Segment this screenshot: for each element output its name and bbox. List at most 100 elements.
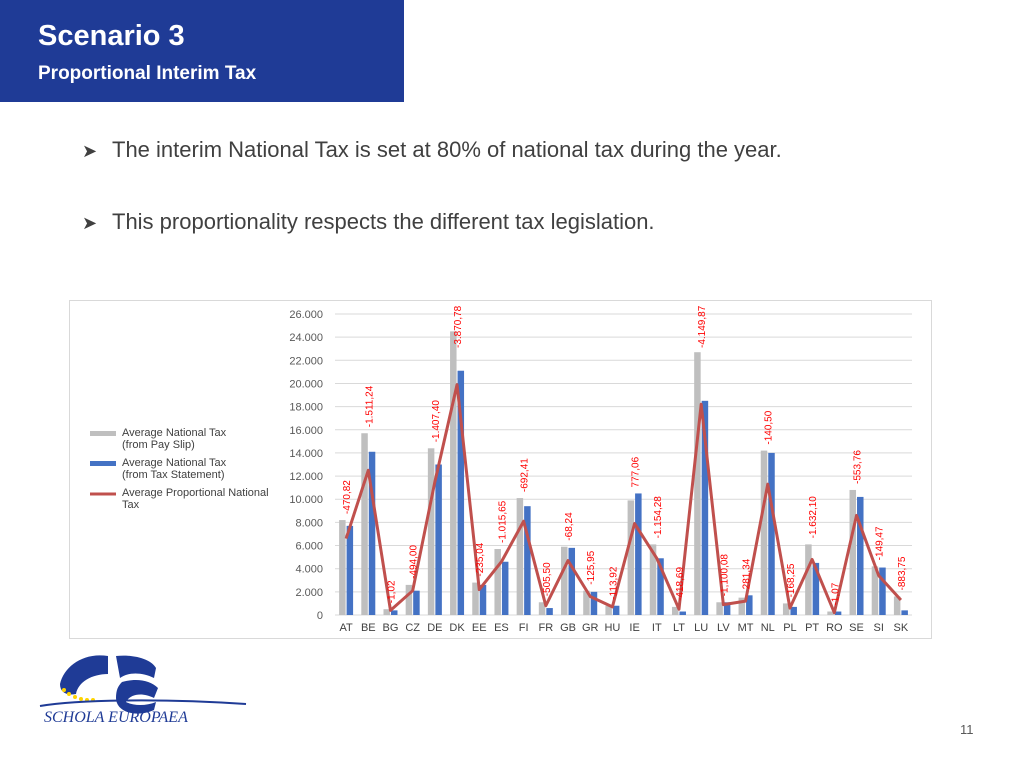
data-label: -1,07 [830,582,841,605]
bar-pay-slip [805,544,812,615]
bar-pay-slip [516,498,524,615]
bar-tax-statement [812,562,820,615]
bar-tax-statement [346,525,354,615]
bar-pay-slip [583,590,590,615]
y-tick-label: 16.000 [289,425,323,437]
data-label: -692,41 [520,458,531,492]
x-tick-label: GB [560,622,576,634]
x-tick-label: LV [717,622,730,634]
bar-pay-slip [671,606,679,615]
bar-tax-statement [524,506,531,615]
bar-tax-statement [768,452,775,615]
x-tick-label: IT [652,622,662,634]
x-tick-label: FR [538,622,553,634]
x-tick-label: SE [849,622,864,634]
x-tick-label: PL [783,622,796,634]
x-tick-label: EE [472,622,487,634]
data-label: -470,82 [342,480,353,514]
bar-tax-statement [413,590,420,615]
x-tick-label: CZ [405,622,420,634]
data-label: -68,24 [564,512,575,541]
data-label: -235,04 [475,542,486,576]
bar-pay-slip [361,433,368,615]
x-tick-label: ES [494,622,509,634]
schola-europaea-logo: SCHOLA EUROPAEA [39,655,247,726]
bar-tax-statement [457,370,465,615]
bar-pay-slip [450,331,457,615]
data-label: -494,00 [409,545,420,579]
x-tick-label: HU [604,622,620,634]
bar-tax-statement [790,606,797,615]
bar-tax-statement [590,591,598,615]
x-tick-label: AT [339,622,353,634]
bullet-item: ➤ This proportionality respects the diffe… [82,209,655,235]
arrow-bullet-icon: ➤ [82,141,98,161]
x-tick-label: GR [582,622,599,634]
bar-tax-statement [879,567,886,615]
y-tick-label: 6.000 [295,541,323,553]
x-tick-label: MT [738,622,754,634]
data-label: -4.149,87 [697,305,708,348]
legend-swatch [90,431,116,436]
data-label: -140,50 [764,410,775,444]
data-label: -168,25 [786,563,797,597]
y-tick-label: 20.000 [289,378,323,390]
x-tick-label: DE [427,622,442,634]
y-tick-label: 18.000 [289,402,323,414]
data-label: -418,69 [675,567,686,601]
bar-pay-slip [494,549,501,615]
bar-tax-statement [612,605,620,615]
bar-pay-slip [849,489,857,615]
bar-tax-statement [635,493,642,615]
legend-label: Average National Tax (from Pay Slip) [122,427,227,451]
line-proportional-tax [344,383,903,615]
x-tick-label: FI [519,622,529,634]
x-tick-label: NL [761,622,775,634]
bar-tax-statement [435,464,442,615]
bar-pay-slip [716,602,723,615]
data-label: -1,100,08 [719,554,730,597]
bar-pay-slip [427,448,435,615]
slide-title: Scenario 3 [38,20,185,52]
slide-header: Scenario 3 Proportional Interim Tax [0,0,404,102]
data-label: -883,75 [897,556,908,590]
bar-tax-statement [679,611,686,615]
bar-pay-slip [827,611,834,615]
bar-tax-statement [834,611,842,615]
legend-label: Average National Tax (from Tax Statement) [122,457,227,481]
bullet-item: ➤ The interim National Tax is set at 80% … [82,137,782,163]
bar-tax-statement [501,561,509,615]
legend-label: Average Proportional National Tax [122,487,269,511]
bar-pay-slip [694,352,701,615]
data-label: 281,34 [742,558,753,589]
bar-pay-slip [538,602,546,615]
tax-chart: 0 2.000 4.000 6.000 8.000 10.000 12.000 14.000 1… [69,300,932,639]
x-tick-label: RO [826,622,843,634]
data-label: -1.407,40 [431,400,442,443]
data-label: 777,06 [631,456,642,487]
y-tick-label: 12.000 [289,471,323,483]
chart-canvas: 0 2.000 4.000 6.000 8.000 10.000 12.000 14.000 1… [90,305,912,634]
y-tick-label: 14.000 [289,448,323,460]
data-label: -113,92 [608,566,619,600]
page-number: 11 [960,722,974,737]
bar-pay-slip [871,566,879,615]
y-tick-label: 10.000 [289,494,323,506]
x-tick-label: BG [383,622,399,634]
bar-pay-slip [649,544,657,615]
y-tick-label: 8.000 [295,517,323,529]
data-label: -3.870,78 [453,305,464,348]
data-label: -1.154,28 [653,496,664,539]
x-tick-label: PT [805,622,819,634]
bar-pay-slip [561,546,568,615]
data-label: -505,50 [542,562,553,596]
bar-pay-slip [605,605,612,615]
bar-pay-slip [782,603,790,615]
bar-pay-slip [760,450,768,615]
y-tick-label: 2.000 [295,587,323,599]
bar-pay-slip [627,500,635,615]
y-tick-label: 24.000 [289,332,323,344]
slide-subtitle: Proportional Interim Tax [38,63,257,84]
x-tick-label: LU [694,622,708,634]
bar-pay-slip [893,596,901,615]
